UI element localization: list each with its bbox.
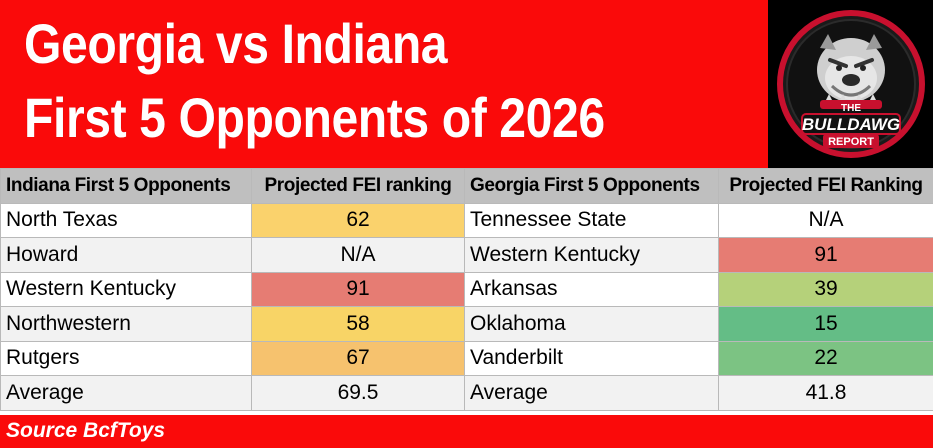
indiana-team-cell: Average <box>0 375 252 411</box>
georgia-team-cell: Arkansas <box>464 271 719 307</box>
table-header-row: Indiana First 5 Opponents Projected FEI … <box>0 168 933 204</box>
table-row: Western Kentucky 91 Arkansas 39 <box>0 271 933 307</box>
georgia-team-cell: Average <box>464 375 719 411</box>
georgia-team-cell: Vanderbilt <box>464 340 719 376</box>
georgia-fei-cell: 41.8 <box>718 375 933 411</box>
table-row: Howard N/A Western Kentucky 91 <box>0 237 933 273</box>
georgia-team-cell: Tennessee State <box>464 202 719 238</box>
georgia-fei-cell: N/A <box>718 202 933 238</box>
georgia-fei-cell: 15 <box>718 306 933 342</box>
logo-text-the: THE <box>841 103 861 114</box>
indiana-fei-cell: 67 <box>251 340 465 376</box>
georgia-fei-cell: 22 <box>718 340 933 376</box>
indiana-fei-cell: N/A <box>251 237 465 273</box>
header-indiana-fei: Projected FEI ranking <box>251 168 465 204</box>
indiana-fei-cell: 91 <box>251 271 465 307</box>
indiana-team-cell: North Texas <box>0 202 252 238</box>
opponents-table: Indiana First 5 Opponents Projected FEI … <box>0 168 933 411</box>
header-georgia-opponents: Georgia First 5 Opponents <box>464 168 719 204</box>
title-line-1: Georgia vs Indiana <box>24 12 448 75</box>
source-label: Source BcfToys <box>6 419 166 442</box>
header-indiana-opponents: Indiana First 5 Opponents <box>0 168 252 204</box>
table-row: North Texas 62 Tennessee State N/A <box>0 202 933 238</box>
indiana-team-cell: Rutgers <box>0 340 252 376</box>
header-georgia-fei: Projected FEI Ranking <box>718 168 933 204</box>
georgia-team-cell: Oklahoma <box>464 306 719 342</box>
source-footer: Source BcfToys <box>0 415 933 448</box>
indiana-team-cell: Howard <box>0 237 252 273</box>
title-line-2: First 5 Opponents of 2026 <box>24 86 605 149</box>
logo-text-sub: REPORT <box>828 136 874 148</box>
indiana-team-cell: Western Kentucky <box>0 271 252 307</box>
georgia-fei-cell: 91 <box>718 237 933 273</box>
indiana-team-cell: Northwestern <box>0 306 252 342</box>
table-row: Rutgers 67 Vanderbilt 22 <box>0 340 933 376</box>
logo-text-main: BULLDAWG <box>802 115 900 134</box>
georgia-fei-cell: 39 <box>718 271 933 307</box>
title-banner: Georgia vs Indiana First 5 Opponents of … <box>0 0 768 168</box>
bulldawg-report-logo: THE BULLDAWG REPORT <box>768 0 933 168</box>
indiana-fei-cell: 58 <box>251 306 465 342</box>
table-row: Northwestern 58 Oklahoma 15 <box>0 306 933 342</box>
georgia-team-cell: Western Kentucky <box>464 237 719 273</box>
bulldog-logo-icon: THE BULLDAWG REPORT <box>777 10 925 158</box>
indiana-fei-cell: 62 <box>251 202 465 238</box>
indiana-fei-cell: 69.5 <box>251 375 465 411</box>
table-row: Average 69.5 Average 41.8 <box>0 375 933 411</box>
